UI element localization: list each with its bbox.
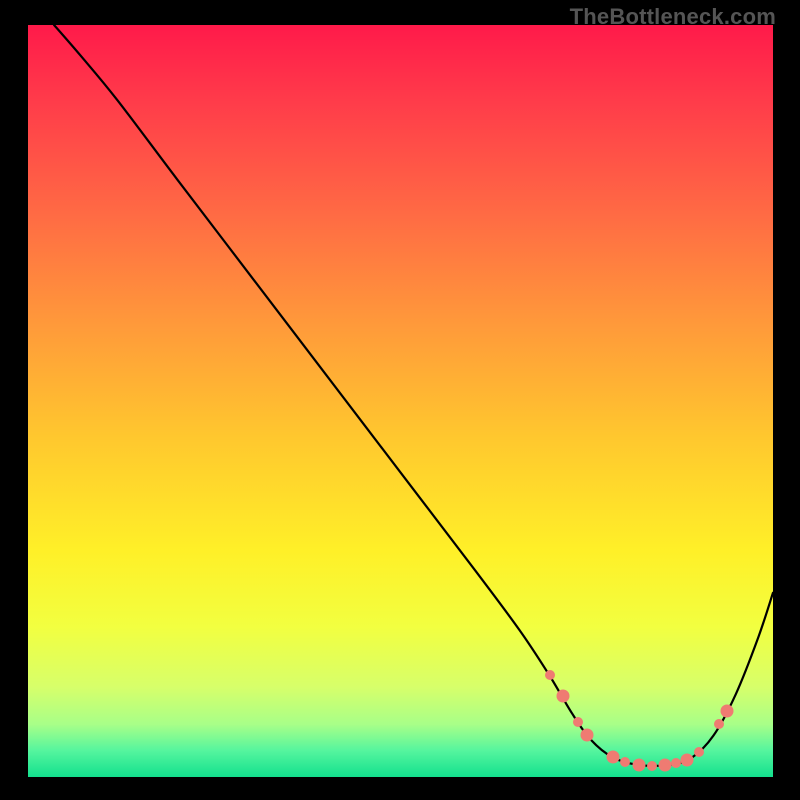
data-point-marker	[658, 758, 671, 771]
data-point-marker	[714, 719, 724, 729]
data-point-marker	[671, 758, 681, 768]
data-point-marker	[694, 747, 704, 757]
data-point-marker	[620, 757, 630, 767]
data-point-marker	[580, 728, 593, 741]
watermark-label: TheBottleneck.com	[570, 4, 776, 30]
plot-area	[28, 25, 773, 777]
curve-layer	[28, 25, 773, 777]
data-point-marker	[647, 761, 657, 771]
chart-frame: TheBottleneck.com	[0, 0, 800, 800]
data-point-marker	[556, 689, 569, 702]
bottleneck-curve	[54, 25, 773, 766]
data-point-marker	[545, 670, 555, 680]
data-point-marker	[573, 717, 583, 727]
data-point-marker	[632, 758, 645, 771]
data-point-marker	[606, 751, 619, 764]
data-point-marker	[681, 753, 694, 766]
data-point-marker	[720, 704, 733, 717]
